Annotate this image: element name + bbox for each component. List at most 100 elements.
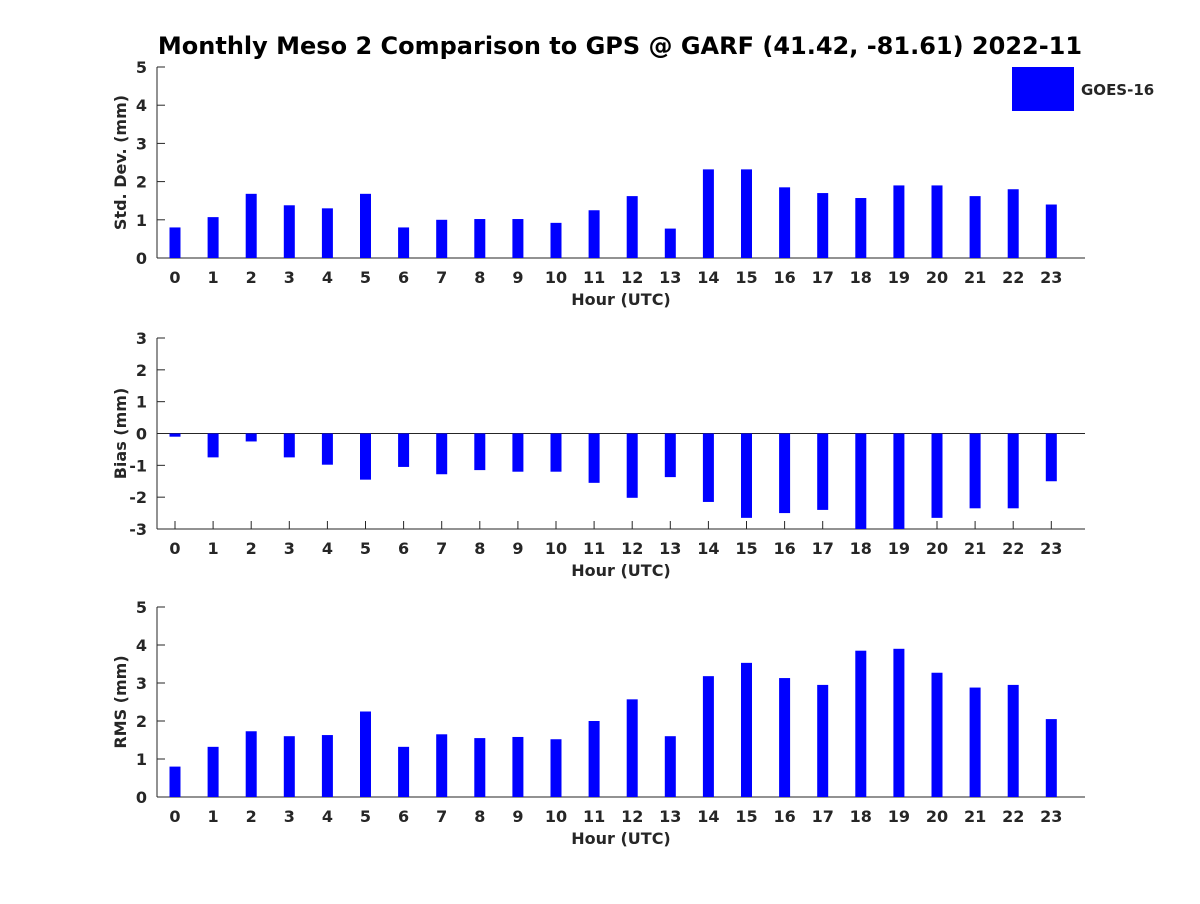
x-tick-label: 13 <box>659 539 681 558</box>
x-tick-label: 12 <box>621 807 643 826</box>
x-tick-label: 17 <box>812 268 834 287</box>
x-axis-label: Hour (UTC) <box>571 561 671 580</box>
bar-hour-16 <box>779 678 791 797</box>
bar-hour-12 <box>626 699 638 797</box>
x-tick-label: 16 <box>773 539 795 558</box>
x-tick-label: 8 <box>474 807 485 826</box>
x-axis-label: Hour (UTC) <box>571 290 671 309</box>
legend-label-goes-16: GOES-16 <box>1081 81 1154 99</box>
x-tick-label: 5 <box>360 268 371 287</box>
bar-hour-10 <box>550 739 562 797</box>
bar-hour-17 <box>817 193 829 258</box>
bar-hour-21 <box>969 687 981 797</box>
bar-hour-11 <box>588 721 600 797</box>
x-tick-label: 7 <box>436 268 447 287</box>
x-tick-label: 14 <box>697 807 719 826</box>
x-tick-label: 2 <box>246 268 257 287</box>
bar-hour-19 <box>893 433 905 529</box>
x-tick-label: 23 <box>1040 539 1062 558</box>
chart-title: Monthly Meso 2 Comparison to GPS @ GARF … <box>158 32 1082 60</box>
x-tick-label: 20 <box>926 268 948 287</box>
y-tick-label: 1 <box>136 750 147 769</box>
x-tick-label: 1 <box>208 539 219 558</box>
bar-hour-13 <box>664 736 676 797</box>
y-tick-label: 4 <box>136 636 147 655</box>
bar-hour-15 <box>741 169 752 258</box>
y-tick-label: 2 <box>136 173 147 192</box>
x-tick-label: 10 <box>545 807 567 826</box>
x-tick-label: 23 <box>1040 268 1062 287</box>
x-tick-label: 6 <box>398 268 409 287</box>
x-tick-label: 8 <box>474 268 485 287</box>
bar-hour-7 <box>436 734 448 797</box>
bar-hour-2 <box>245 193 257 258</box>
bar-hour-2 <box>245 731 257 797</box>
x-tick-label: 2 <box>246 807 257 826</box>
bar-hour-19 <box>893 185 905 258</box>
x-tick-label: 8 <box>474 539 485 558</box>
bar-hour-1 <box>207 433 219 458</box>
bar-hour-2 <box>245 433 257 442</box>
y-tick-label: -2 <box>129 488 147 507</box>
y-tick-label: 3 <box>136 329 147 348</box>
x-tick-label: 2 <box>246 539 257 558</box>
x-tick-label: 19 <box>888 807 910 826</box>
x-tick-label: 19 <box>888 539 910 558</box>
bar-hour-14 <box>702 676 714 797</box>
bar-hour-0 <box>169 227 181 258</box>
x-tick-label: 20 <box>926 539 948 558</box>
bar-hour-3 <box>283 433 295 458</box>
bar-hour-16 <box>779 433 791 514</box>
bar-hour-9 <box>512 433 524 472</box>
x-tick-label: 5 <box>360 539 371 558</box>
x-tick-label: 11 <box>583 807 605 826</box>
bar-hour-0 <box>169 433 181 437</box>
x-tick-label: 13 <box>659 807 681 826</box>
bar-hour-22 <box>1007 189 1019 258</box>
bar-hour-13 <box>664 228 676 258</box>
bar-hour-4 <box>321 208 333 258</box>
x-tick-label: 17 <box>812 807 834 826</box>
bar-hour-6 <box>398 433 410 467</box>
x-tick-label: 20 <box>926 807 948 826</box>
bar-hour-18 <box>855 198 867 258</box>
x-tick-label: 0 <box>169 268 180 287</box>
y-tick-label: 3 <box>136 134 147 153</box>
x-tick-label: 6 <box>398 539 409 558</box>
x-tick-label: 22 <box>1002 807 1024 826</box>
x-tick-label: 1 <box>208 268 219 287</box>
bar-hour-11 <box>588 210 600 258</box>
x-tick-label: 16 <box>773 268 795 287</box>
x-tick-label: 11 <box>583 539 605 558</box>
bar-hour-5 <box>360 193 371 258</box>
bar-hour-0 <box>169 766 181 797</box>
y-tick-label: 1 <box>136 393 147 412</box>
bar-hour-22 <box>1007 684 1019 797</box>
bar-hour-6 <box>398 746 410 797</box>
bar-hour-10 <box>550 222 562 258</box>
bar-hour-7 <box>436 433 448 475</box>
x-tick-label: 9 <box>512 807 523 826</box>
bar-hour-7 <box>436 219 448 258</box>
bar-hour-5 <box>360 433 371 480</box>
x-tick-label: 18 <box>850 539 872 558</box>
x-tick-label: 22 <box>1002 268 1024 287</box>
x-tick-label: 14 <box>697 539 719 558</box>
x-tick-label: 4 <box>322 807 333 826</box>
x-tick-label: 23 <box>1040 807 1062 826</box>
legend: GOES-16 <box>1012 67 1154 111</box>
x-tick-label: 15 <box>735 807 757 826</box>
x-tick-label: 18 <box>850 807 872 826</box>
x-tick-label: 3 <box>284 539 295 558</box>
x-tick-label: 0 <box>169 807 180 826</box>
bar-hour-14 <box>702 169 714 258</box>
bar-hour-14 <box>702 433 714 502</box>
bar-hour-20 <box>931 672 943 797</box>
x-tick-label: 11 <box>583 268 605 287</box>
bar-hour-1 <box>207 746 219 797</box>
bar-hour-21 <box>969 433 981 509</box>
x-tick-label: 13 <box>659 268 681 287</box>
y-axis-label: RMS (mm) <box>111 655 130 748</box>
